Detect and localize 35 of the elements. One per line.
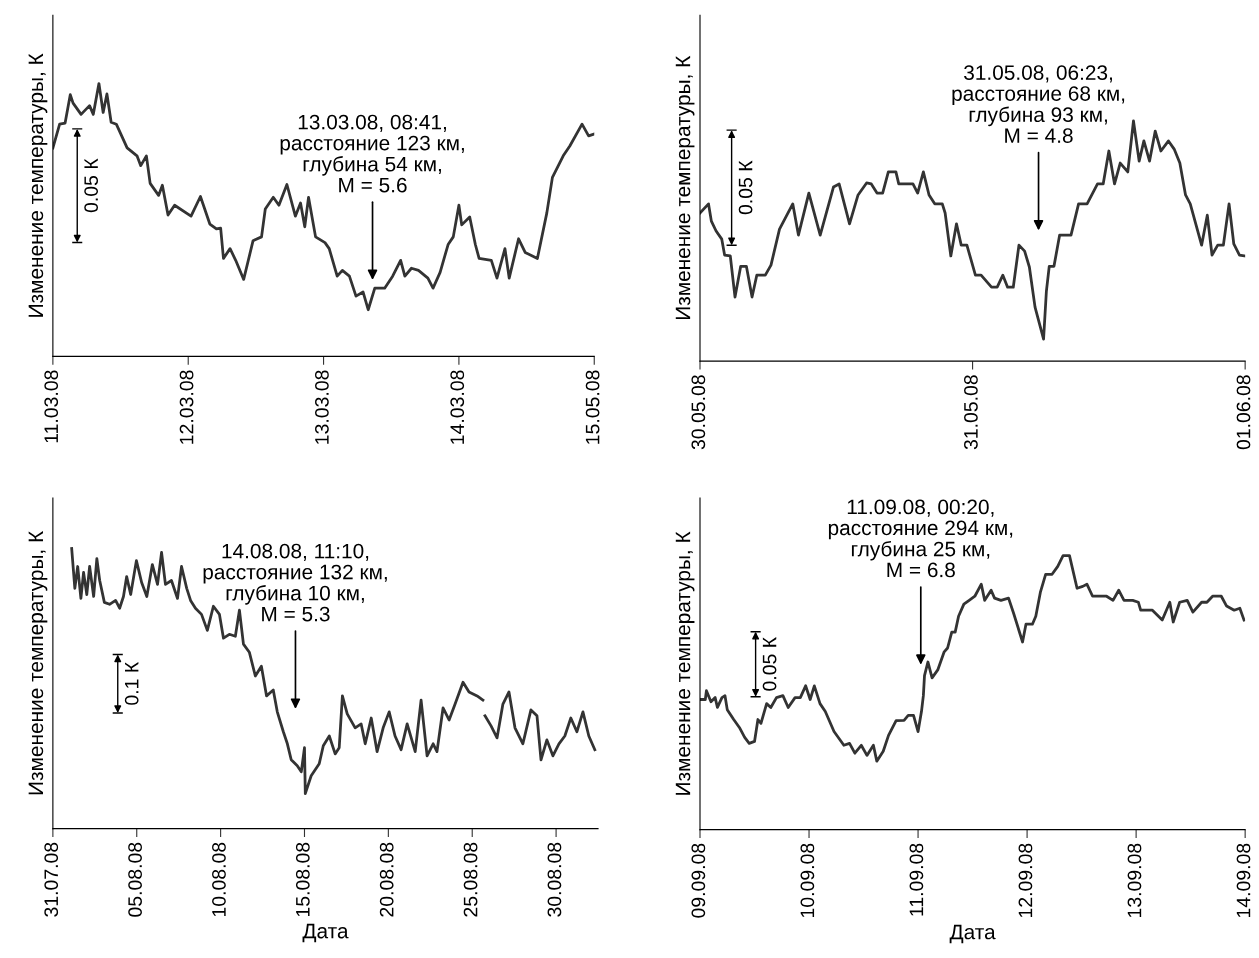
x-tick-label: 31.07.08	[44, 842, 59, 917]
x-tick-label: 14.09.08	[1236, 843, 1251, 918]
x-tick-label: 13.03.08	[315, 370, 329, 444]
x-axis-title: Дата	[302, 923, 349, 943]
annotation: 0.05 К	[762, 637, 777, 691]
x-tick-label: 10.09.08	[800, 843, 815, 918]
x-tick-label: 25.08.08	[463, 842, 478, 917]
x-tick-label: 12.09.08	[1018, 843, 1033, 918]
x-tick-label: 13.09.08	[1127, 843, 1142, 918]
annotation: 31.05.08, 06:23, расстояние 68 км, глубина 93 км, M = 4.8	[952, 65, 1125, 143]
x-tick-label: 09.09.08	[691, 843, 706, 918]
annotation: 14.08.08, 11:10, расстояние 132 км, глубина 10 км, M = 5.3	[203, 543, 387, 622]
annotation: 13.03.08, 08:41, расстояние 123 км, глубина 54 км, M = 5.6	[280, 114, 464, 193]
x-axis-title: Дата	[949, 924, 996, 944]
x-tick-label: 15.08.08	[295, 842, 310, 917]
x-tick-label: 15.05.08	[585, 370, 600, 444]
x-tick-label: 12.03.08	[179, 370, 194, 444]
y-axis-title: Изменение температуры, К	[28, 531, 48, 795]
annotation: 0.05 К	[738, 160, 753, 215]
y-axis-title: Изменение температуры, К	[675, 531, 695, 795]
x-tick-label: 14.03.08	[450, 370, 465, 444]
x-tick-label: 30.05.08	[691, 375, 706, 450]
annotation: 11.09.08, 00:20, расстояние 294 км, глубина 25 км, M = 6.8	[828, 499, 1013, 578]
x-tick-label: 10.08.08	[212, 842, 226, 917]
x-tick-label: 31.05.08	[964, 375, 978, 450]
x-tick-label: 01.06.08	[1236, 375, 1251, 450]
x-tick-label: 11.09.08	[909, 843, 924, 916]
x-tick-label: 30.08.08	[547, 842, 562, 917]
annotation: 0.05 К	[84, 158, 99, 213]
y-axis-title: Изменение температуры, К	[28, 53, 48, 317]
x-tick-label: 05.08.08	[128, 842, 142, 917]
x-tick-label: 11.03.08	[44, 370, 59, 443]
y-axis-title: Изменение температуры, К	[675, 55, 695, 320]
x-tick-label: 20.08.08	[379, 842, 394, 917]
annotation: 0.1 К	[124, 661, 139, 705]
